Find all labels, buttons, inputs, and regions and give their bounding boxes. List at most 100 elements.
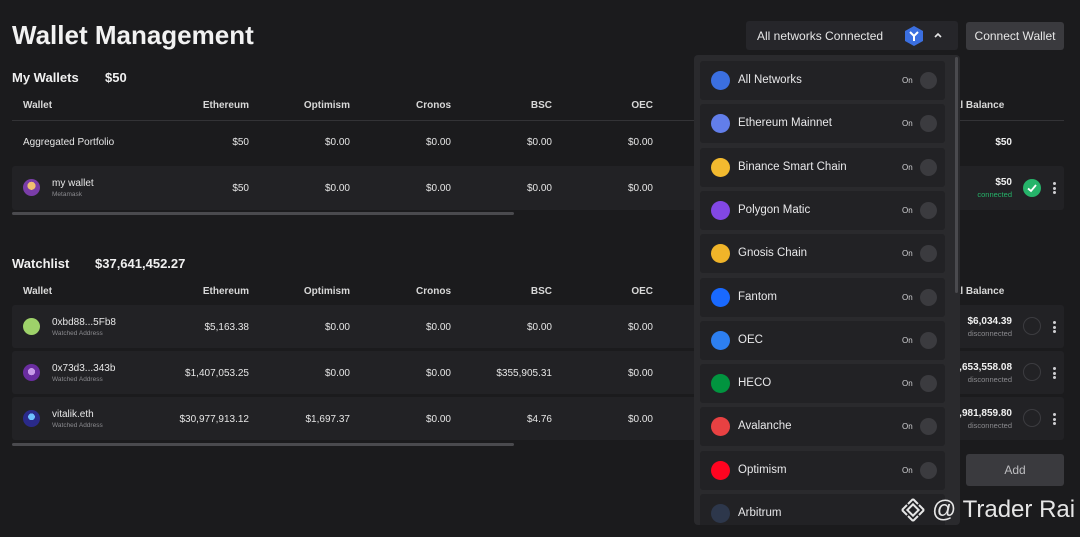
avatar [23, 179, 40, 196]
bsc-value: $355,905.31 [496, 368, 552, 379]
ethereum-icon [711, 114, 730, 134]
connected-check-icon[interactable] [1023, 179, 1041, 197]
network-state-label: On [902, 76, 913, 85]
ethereum-value: $5,163.38 [204, 322, 250, 333]
connect-wallet-button[interactable]: Connect Wallet [966, 22, 1064, 50]
cronos-value: $0.00 [425, 183, 451, 194]
network-label: All Networks [738, 74, 802, 86]
status-badge: connected [977, 190, 1012, 199]
col-header-ethereum: Ethereum [202, 286, 249, 297]
binance-logo-icon [901, 498, 925, 522]
optimism-value: $0.00 [324, 368, 350, 379]
network-item[interactable]: Polygon Matic On [700, 190, 945, 230]
wallet-name: 0xbd88...5Fb8 [52, 317, 116, 328]
network-item[interactable]: Avalanche On [700, 407, 945, 447]
horizontal-scrollbar[interactable] [12, 443, 514, 446]
aggregated-optimism: $0.00 [324, 137, 350, 148]
col-header-wallet: Wallet [23, 286, 53, 297]
my-wallets-title: My Wallets [12, 70, 79, 85]
col-header-total: Total Balance [940, 100, 1005, 111]
status-badge: disconnected [967, 421, 1012, 430]
avatar [23, 318, 40, 335]
network-item[interactable]: Optimism On [700, 450, 945, 490]
network-toggle[interactable] [920, 418, 937, 436]
more-options-icon[interactable] [1053, 182, 1057, 194]
network-label: Binance Smart Chain [738, 160, 847, 173]
network-toggle[interactable] [920, 72, 937, 89]
total-balance: $6,034.39 [967, 316, 1013, 327]
network-item[interactable]: Arbitrum [700, 494, 945, 525]
col-header-optimism: Optimism [303, 286, 350, 297]
all-networks-icon [905, 26, 923, 46]
connect-toggle-icon[interactable] [1023, 317, 1041, 335]
aggregated-cronos: $0.00 [425, 137, 451, 148]
network-toggle[interactable] [920, 115, 937, 133]
aggregated-label: Aggregated Portfolio [23, 137, 115, 148]
network-toggle[interactable] [920, 201, 937, 219]
bsc-value: $0.00 [526, 322, 552, 333]
network-toggle[interactable] [920, 158, 937, 176]
wallet-name: 0x73d3...343b [52, 363, 116, 374]
col-header-wallet: Wallet [23, 100, 53, 111]
network-toggle[interactable] [920, 331, 937, 349]
network-state-label: On [902, 379, 913, 389]
wallet-type: Watched Address [52, 330, 103, 337]
network-item[interactable]: OEC On [700, 320, 945, 360]
chevron-up-icon[interactable] [932, 29, 944, 41]
network-toggle[interactable] [920, 375, 937, 393]
connect-toggle-icon[interactable] [1023, 363, 1041, 381]
add-button[interactable]: Add [966, 454, 1064, 486]
connect-toggle-icon[interactable] [1023, 409, 1041, 427]
watchlist-title: Watchlist [12, 256, 70, 271]
optimism-value: $0.00 [324, 183, 350, 194]
network-item[interactable]: Gnosis Chain On [700, 234, 945, 274]
bsc-value: $4.76 [526, 414, 552, 425]
col-header-bsc: BSC [530, 286, 552, 297]
network-selector-label: All networks Connected [757, 28, 884, 43]
dropdown-scrollbar[interactable] [955, 57, 958, 293]
network-state-label: On [902, 465, 913, 475]
polygon-icon [711, 200, 730, 220]
network-item[interactable]: Ethereum Mainnet On [700, 104, 945, 144]
wallet-name: my wallet [52, 178, 94, 189]
fantom-icon [711, 287, 730, 307]
network-item[interactable]: Fantom On [700, 277, 945, 317]
ethereum-value: $1,407,053.25 [185, 368, 249, 379]
horizontal-scrollbar[interactable] [12, 212, 514, 215]
network-item[interactable]: All Networks On [700, 61, 945, 100]
total-balance: $50 [995, 177, 1012, 188]
gnosis-icon [711, 244, 730, 264]
optimism-value: $0.00 [324, 322, 350, 333]
avatar [23, 410, 40, 427]
wallet-name: vitalik.eth [52, 409, 94, 420]
network-toggle[interactable] [920, 461, 937, 479]
oec-value: $0.00 [627, 414, 653, 425]
ethereum-value: $50 [232, 183, 249, 194]
col-header-oec: OEC [631, 100, 653, 111]
network-toggle[interactable] [920, 245, 937, 263]
watermark: @ Trader Rai [900, 496, 1075, 524]
network-selector[interactable]: All networks Connected [746, 21, 958, 50]
network-state-label: On [902, 335, 913, 345]
more-options-icon[interactable] [1053, 413, 1057, 425]
more-options-icon[interactable] [1053, 367, 1057, 379]
more-options-icon[interactable] [1053, 321, 1057, 333]
ethereum-value: $30,977,913.12 [179, 414, 249, 425]
status-badge: disconnected [967, 329, 1012, 338]
oec-icon [711, 330, 730, 350]
network-item[interactable]: HECO On [700, 364, 945, 404]
cronos-value: $0.00 [425, 414, 451, 425]
aggregated-bsc: $0.00 [526, 137, 552, 148]
network-label: Ethereum Mainnet [738, 117, 832, 130]
network-label: Optimism [738, 463, 787, 476]
optimism-icon [711, 460, 730, 480]
network-toggle[interactable] [920, 288, 937, 306]
wallet-type: Metamask [52, 191, 82, 198]
cronos-value: $0.00 [425, 368, 451, 379]
oec-value: $0.00 [627, 183, 653, 194]
network-item[interactable]: Binance Smart Chain On [700, 147, 945, 187]
cronos-value: $0.00 [425, 322, 451, 333]
status-badge: disconnected [967, 375, 1012, 384]
network-state-label: On [902, 422, 913, 432]
col-header-cronos: Cronos [416, 100, 451, 111]
